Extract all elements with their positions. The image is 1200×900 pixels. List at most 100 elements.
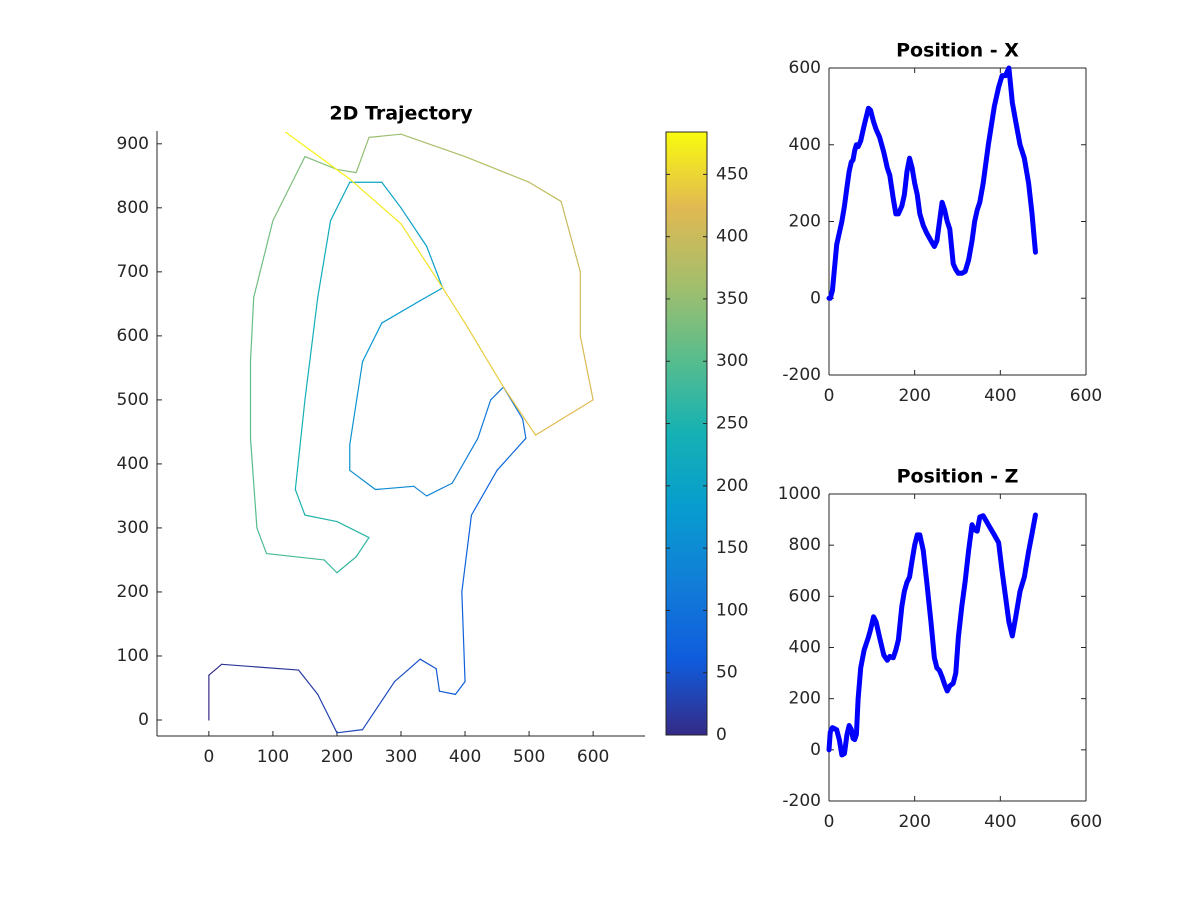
trajectory-segment <box>249 296 255 363</box>
trajectory-segment <box>265 552 325 561</box>
trajectory-segment <box>294 488 306 516</box>
y-tick-label: 100 <box>117 646 149 666</box>
trajectory-segment <box>304 296 319 401</box>
x-tick-label: 400 <box>984 812 1016 832</box>
x-tick-label: 600 <box>577 747 609 767</box>
trajectory-segment <box>336 556 357 574</box>
trajectory-segment <box>304 156 338 171</box>
chart-title: 2D Trajectory <box>329 103 473 125</box>
y-tick-label: 1000 <box>778 484 821 504</box>
trajectory-segment <box>400 207 428 247</box>
trajectory-segment <box>349 469 376 491</box>
trajectory-segment <box>336 168 357 174</box>
y-tick-label: -200 <box>782 365 821 385</box>
trajectory-segment <box>272 156 306 222</box>
trajectory-segment <box>336 520 370 539</box>
trajectory-segment <box>528 181 562 203</box>
y-tick-label: 400 <box>789 135 821 155</box>
x-tick-label: 0 <box>824 386 835 406</box>
x-tick-label: 400 <box>449 747 481 767</box>
trajectory-segment <box>317 220 332 299</box>
trajectory-segment <box>329 181 351 222</box>
y-tick-label: 600 <box>789 58 821 78</box>
trajectory-segment <box>490 386 505 401</box>
trajectory-segment <box>285 131 351 180</box>
colorbar-tick-label: 0 <box>716 725 727 745</box>
x-tick-label: 300 <box>385 747 417 767</box>
trajectory-segment <box>294 399 306 491</box>
trajectory-segment <box>413 485 428 497</box>
trajectory-segment <box>477 399 492 439</box>
trajectory-segment <box>361 680 396 731</box>
trajectory-segment <box>454 680 466 695</box>
trajectory-segment <box>381 181 402 209</box>
y-tick-label: 0 <box>810 288 821 308</box>
colorbar-tick-label: 400 <box>716 227 748 247</box>
trajectory-segment <box>323 559 338 574</box>
trajectory-segment <box>435 668 441 692</box>
trajectory-segment <box>221 663 300 671</box>
colorbar-tick-label: 200 <box>716 476 748 496</box>
chart-title: Position - X <box>896 40 1019 62</box>
x-tick-label: 600 <box>1070 812 1102 832</box>
trajectory-segment <box>419 287 444 302</box>
x-tick-label: 200 <box>321 747 353 767</box>
trajectory-segment <box>442 287 466 324</box>
trajectory-segment <box>522 418 527 439</box>
x-tick-label: 200 <box>898 386 930 406</box>
trajectory-segment <box>461 514 473 593</box>
trajectory-segment <box>502 386 537 436</box>
trajectory-segment <box>393 658 421 683</box>
trajectory-segment <box>374 485 415 491</box>
y-tick-label: 800 <box>789 535 821 555</box>
trajectory-segment <box>400 133 466 158</box>
trajectory-segment <box>256 527 268 555</box>
trajectory-segment <box>361 322 383 363</box>
y-tick-label: 700 <box>117 262 149 282</box>
x-tick-label: 500 <box>513 747 545 767</box>
y-tick-label: 400 <box>117 454 149 474</box>
colorbar-tick-label: 450 <box>716 164 748 184</box>
trajectory-segment <box>534 399 594 436</box>
y-tick-label: 600 <box>789 586 821 606</box>
trajectory-segment <box>355 536 370 558</box>
trajectory-segment <box>249 437 258 529</box>
trajectory-segment <box>208 663 223 676</box>
y-tick-label: 400 <box>789 638 821 658</box>
x-tick-label: 100 <box>257 747 289 767</box>
trajectory-segment <box>336 728 364 734</box>
trajectory-segment <box>297 669 319 695</box>
y-tick-label: 0 <box>138 710 149 730</box>
y-tick-label: 500 <box>117 390 149 410</box>
trajectory-segment <box>426 245 444 289</box>
x-tick-label: 200 <box>898 812 930 832</box>
y-tick-label: 0 <box>810 740 821 760</box>
trajectory-segment <box>451 437 479 484</box>
trajectory-segment <box>381 300 421 324</box>
trajectory-segment <box>464 322 505 388</box>
chart-title: Position - Z <box>897 466 1019 488</box>
colorbar-tick-label: 150 <box>716 538 748 558</box>
trajectory-segment <box>349 178 402 225</box>
colorbar <box>665 131 708 736</box>
trajectory-segment <box>253 220 274 299</box>
x-tick-label: 600 <box>1070 386 1102 406</box>
y-tick-label: 200 <box>117 582 149 602</box>
trajectory-segment <box>317 693 338 734</box>
colorbar-tick-label: 250 <box>716 414 748 434</box>
colorbar-tick-label: 300 <box>716 351 748 371</box>
trajectory-segment <box>419 658 437 670</box>
data-line <box>826 512 1038 758</box>
y-tick-label: 900 <box>117 134 149 154</box>
y-tick-label: 600 <box>117 326 149 346</box>
x-tick-label: 0 <box>203 747 214 767</box>
y-tick-label: 800 <box>117 198 149 218</box>
trajectory-segment <box>560 200 581 273</box>
y-tick-label: 200 <box>789 212 821 232</box>
trajectory-segment <box>368 133 402 139</box>
trajectory-segment <box>355 136 370 174</box>
trajectory-segment <box>349 360 364 446</box>
trajectory-segment <box>461 591 466 683</box>
